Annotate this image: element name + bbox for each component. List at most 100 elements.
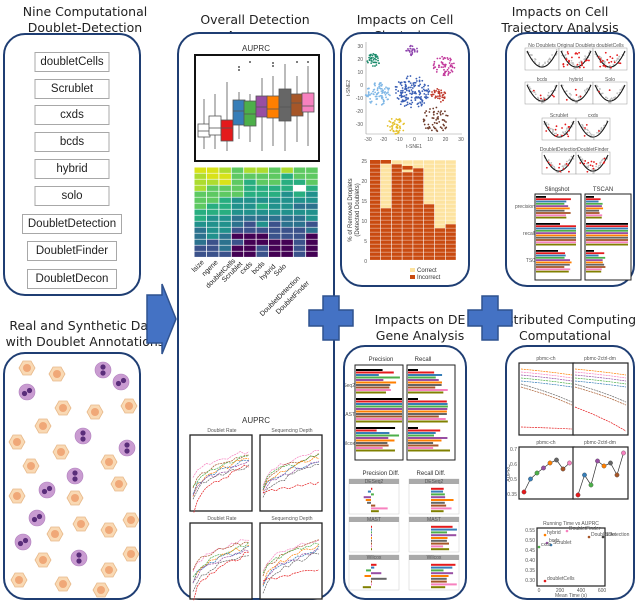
svg-text:MAST: MAST [367,517,381,523]
svg-text:hybrid: hybrid [569,77,583,83]
svg-text:10: 10 [427,137,433,143]
svg-text:-20: -20 [356,109,363,115]
svg-text:DoubletFinder: DoubletFinder [569,526,601,532]
auprc-line-subplot: Sequencing Depth [259,428,323,512]
svg-text:-10: -10 [356,96,363,102]
de-charts: Precision Recall DESeq2 MAST Wilcox Precision… [345,357,460,591]
data-title: Real and Synthetic Data with Doublet Ann… [0,318,170,350]
method-doubletdecon: DoubletDecon [27,269,117,289]
svg-text:15: 15 [361,199,367,205]
svg-text:precision: precision [515,204,535,210]
svg-text:600: 600 [598,588,607,594]
plus-icon [467,295,513,341]
svg-text:20: 20 [357,57,363,63]
auprc-line-subplot: Sequencing Depth [259,516,323,600]
data-title-line2: with Doublet Annotations [5,334,165,349]
svg-text:bcds: bcds [549,538,560,544]
efficiency-panel: pbmc-ch pbmc-2ctrl-dm pbmc-ch pbmc-2ctrl-dm… [505,345,635,600]
svg-text:0: 0 [360,83,363,89]
svg-text:hybrid: hybrid [547,530,561,536]
method-doubletdetection: DoubletDetection [22,214,122,234]
method-doubletcells: doubletCells [34,52,110,72]
svg-text:TS0: TS0 [526,258,535,264]
svg-text:0: 0 [364,259,367,265]
svg-text:DoubletFinder: DoubletFinder [577,147,609,153]
boxplot-title: AUPRC [241,44,270,53]
data-panel [3,352,141,600]
svg-text:0.30: 0.30 [525,578,535,584]
tsne-plot: 30 20 10 0 -10 -20 -30 -30 -20 -10 0 10 20 30 t-SNE1 t-… [346,42,464,150]
svg-text:0.45: 0.45 [525,548,535,554]
de-title-line2: Gene Analysis [375,328,465,343]
svg-text:Recall: Recall [415,357,432,363]
svg-text:-30: -30 [356,122,363,128]
svg-text:recall: recall [523,231,535,237]
cell-illustration [8,360,139,598]
clustering-panel: 30 20 10 0 -10 -20 -30 -30 -20 -10 0 10 20 30 t-SNE1 t-… [340,32,470,287]
heatmap-labels: lsize ngene doubletCells Scrublet cxds b… [187,258,327,318]
method-scrublet: Scrublet [34,79,110,99]
svg-text:DESeq2: DESeq2 [425,479,444,485]
svg-text:0.7: 0.7 [510,447,517,453]
svg-text:0.50: 0.50 [525,538,535,544]
svg-text:Sequencing Depth: Sequencing Depth [271,516,312,522]
svg-text:20: 20 [443,137,449,143]
svg-text:Precision: Precision [369,357,394,363]
trajectory-title: Impacts on Cell Trajectory Analysis [480,4,640,36]
svg-text:t-SNE1: t-SNE1 [406,144,422,150]
svg-text:% of Removed Droplets: % of Removed Droplets [348,178,354,241]
svg-text:Precision Diff.: Precision Diff. [363,471,400,477]
svg-text:Solo: Solo [605,77,615,83]
auprc-line-subplot: Doublet Rate [189,428,253,513]
svg-text:TSCAN: TSCAN [593,187,613,193]
method-cxds: cxds [34,105,110,125]
efficiency-charts: pbmc-ch pbmc-2ctrl-dm pbmc-ch pbmc-2ctrl-dm… [507,356,630,598]
svg-text:0: 0 [413,137,416,143]
svg-text:doubletCells: doubletCells [596,43,624,49]
de-title-line1: Impacts on DE [374,312,466,327]
auprc-boxplot [194,54,320,162]
svg-text:5: 5 [364,239,367,245]
svg-text:25: 25 [361,159,367,165]
svg-text:t-SNE2: t-SNE2 [346,80,352,96]
svg-text:Sequencing Depth: Sequencing Depth [271,428,312,434]
svg-text:DESeq2: DESeq2 [365,479,384,485]
method-hybrid: hybrid [34,159,110,179]
svg-text:doubletCells: doubletCells [547,576,575,582]
svg-text:Solo: Solo [605,532,615,538]
svg-text:30: 30 [458,137,464,143]
svg-text:0.55: 0.55 [525,528,535,534]
svg-text:Running Time vs AUPRC: Running Time vs AUPRC [543,521,599,527]
efficiency-title-line1: Distributed Computing [493,312,637,327]
svg-text:0.35: 0.35 [525,568,535,574]
svg-text:Doublet Rate: Doublet Rate [207,516,236,522]
accuracy-panel: AUPRC lsize ngene doubletCells Scrublet … [177,32,335,601]
svg-text:Wilcox: Wilcox [427,555,442,561]
svg-text:(Detected Doublets): (Detected Doublets) [355,183,361,236]
svg-text:Scrublet: Scrublet [550,113,569,119]
svg-text:cxds: cxds [541,542,552,548]
svg-text:pbmc-ch: pbmc-ch [536,440,555,446]
auprc-line-plots: Doublet Rate Sequencing Depth Doublet Rate… [189,427,329,601]
plus-icon [308,295,354,341]
svg-text:0.6: 0.6 [510,462,517,468]
svg-text:pbmc-2ctrl-dm: pbmc-2ctrl-dm [584,440,616,446]
svg-text:Recall Diff.: Recall Diff. [417,471,446,477]
data-title-line1: Real and Synthetic Data [9,318,161,333]
trajectory-title-line1: Impacts on Cell [511,4,609,19]
lines-title: AUPRC [241,416,270,425]
svg-text:400: 400 [577,588,586,594]
svg-text:Doublet Rate: Doublet Rate [207,428,236,434]
method-bcds: bcds [34,132,110,152]
removed-droplets-bar-chart: 25 20 15 10 5 0 % of Removed Droplets (Detected… [348,159,456,281]
methods-panel: doubletCells Scrublet cxds bcds hybrid s… [3,33,141,296]
svg-text:Incorrect: Incorrect [417,275,441,281]
de-title: Impacts on DE Gene Analysis [360,312,480,344]
svg-text:DESeq2: DESeq2 [345,383,355,389]
auprc-line-subplot: Doublet Rate [189,516,253,601]
auprc-heatmap [194,167,318,257]
svg-text:0: 0 [538,588,541,594]
svg-text:Slingshot: Slingshot [545,187,570,193]
svg-text:pbmc-ch: pbmc-ch [536,356,555,362]
svg-text:AUPRC: AUPRC [507,464,512,482]
